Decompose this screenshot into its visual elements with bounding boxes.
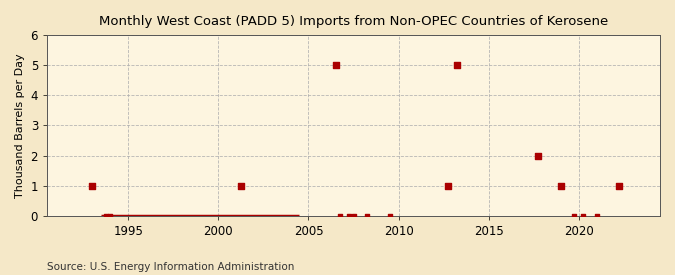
Point — [87, 184, 98, 188]
Point — [533, 153, 544, 158]
Y-axis label: Thousand Barrels per Day: Thousand Barrels per Day — [15, 53, 25, 198]
Point — [578, 214, 589, 218]
Point — [569, 214, 580, 218]
Point — [236, 184, 246, 188]
Point — [591, 214, 602, 218]
Point — [384, 214, 395, 218]
Point — [101, 214, 111, 218]
Point — [330, 63, 341, 67]
Text: Source: U.S. Energy Information Administration: Source: U.S. Energy Information Administ… — [47, 262, 294, 272]
Point — [348, 214, 359, 218]
Point — [614, 184, 625, 188]
Point — [105, 214, 115, 218]
Point — [452, 63, 462, 67]
Point — [362, 214, 373, 218]
Point — [556, 184, 566, 188]
Point — [344, 214, 354, 218]
Title: Monthly West Coast (PADD 5) Imports from Non-OPEC Countries of Kerosene: Monthly West Coast (PADD 5) Imports from… — [99, 15, 608, 28]
Point — [443, 184, 454, 188]
Point — [335, 214, 346, 218]
